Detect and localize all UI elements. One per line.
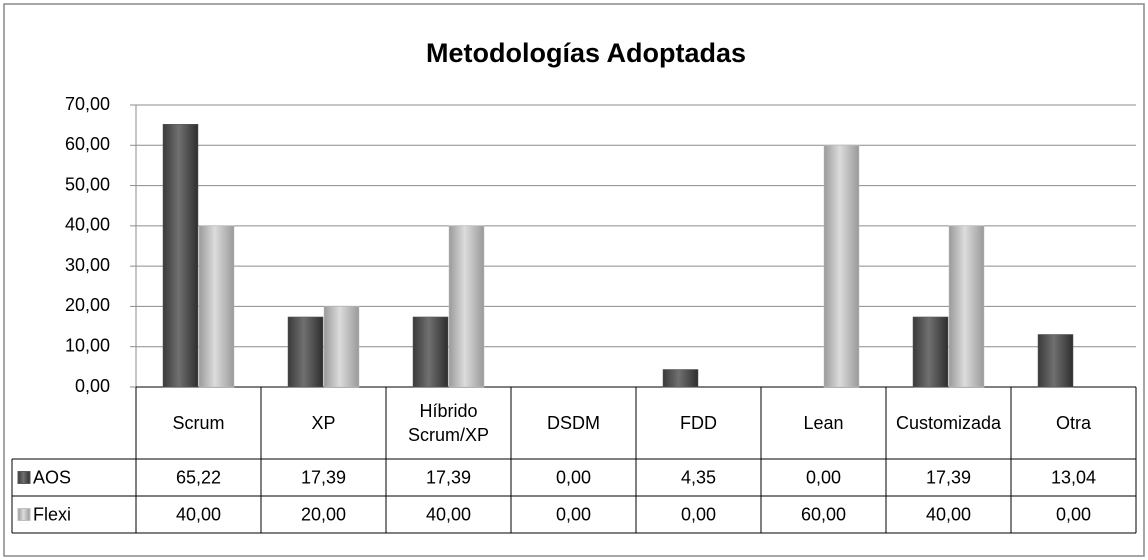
bar: [198, 225, 235, 388]
x-tick-label: Híbrido Scrum/XP: [407, 401, 490, 445]
table-value: 40,00: [426, 504, 471, 524]
bar: [912, 316, 949, 388]
bar: [948, 225, 985, 388]
legend-label: Flexi: [33, 504, 71, 524]
table-value: 17,39: [926, 467, 971, 487]
y-tick-label: 60,00: [65, 134, 110, 154]
table-value: 0,00: [556, 504, 591, 524]
y-tick-label: 0,00: [75, 376, 110, 396]
x-tick-label: FDD: [680, 413, 717, 433]
legend-label: AOS: [33, 467, 71, 487]
bar: [287, 316, 324, 388]
y-tick-label: 20,00: [65, 295, 110, 315]
table-value: 40,00: [926, 504, 971, 524]
x-tick-label: Otra: [1055, 413, 1091, 433]
table-value: 17,39: [301, 467, 346, 487]
bar: [823, 145, 860, 388]
table-value: 0,00: [556, 467, 591, 487]
bar: [323, 306, 360, 388]
chart-border: [3, 3, 1145, 557]
table-value: 13,04: [1051, 467, 1096, 487]
legend-swatch: [17, 471, 31, 484]
bar: [162, 124, 199, 388]
table-value: 4,35: [681, 467, 716, 487]
y-tick-label: 30,00: [65, 255, 110, 275]
x-tick-label: Customizada: [895, 413, 1002, 433]
x-tick-label: XP: [311, 413, 336, 433]
x-tick-label: DSDM: [547, 413, 600, 433]
bar: [412, 316, 449, 388]
y-tick-label: 50,00: [65, 174, 110, 194]
y-tick-label: 40,00: [65, 215, 110, 235]
x-tick-label: Lean: [803, 413, 844, 433]
table-value: 0,00: [1056, 504, 1091, 524]
table-value: 40,00: [176, 504, 221, 524]
legend-swatch: [17, 508, 31, 521]
table-value: 0,00: [806, 467, 841, 487]
y-tick-label: 70,00: [65, 94, 110, 114]
bar: [448, 225, 485, 388]
table-value: 60,00: [801, 504, 846, 524]
bar: [662, 369, 699, 388]
table-value: 17,39: [426, 467, 471, 487]
x-tick-label: Scrum: [172, 413, 225, 433]
bar: [1037, 334, 1074, 388]
y-tick-label: 10,00: [65, 335, 110, 355]
chart-title: Metodologías Adoptadas: [426, 38, 746, 68]
table-value: 0,00: [681, 504, 716, 524]
table-value: 65,22: [176, 467, 221, 487]
table-value: 20,00: [301, 504, 346, 524]
